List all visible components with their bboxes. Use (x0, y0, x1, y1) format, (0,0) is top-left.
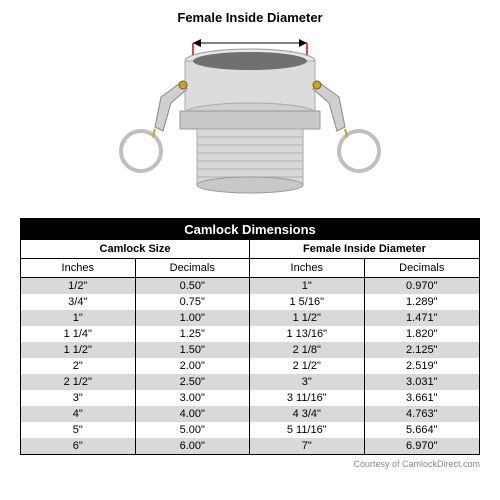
table-row: 1 1/4"1.25"1 13/16"1.820" (21, 326, 479, 342)
table-cell: 1 1/2" (250, 310, 365, 326)
table-cell: 2.519" (365, 358, 480, 374)
table-cell: 1.471" (365, 310, 480, 326)
table-cell: 1" (250, 278, 365, 294)
table-row: 3"3.00"3 11/16"3.661" (21, 390, 479, 406)
table-cell: 6" (21, 438, 136, 454)
courtesy-text: Courtesy of CamlockDirect.com (0, 455, 500, 469)
table-cell: 2" (21, 358, 136, 374)
subheader-decimals-1: Decimals (136, 259, 251, 277)
table-cell: 2.125" (365, 342, 480, 358)
table-cell: 5 11/16" (250, 422, 365, 438)
camlock-fitting-icon (75, 29, 425, 209)
table-cell: 3 11/16" (250, 390, 365, 406)
table-cell: 1 1/2" (21, 342, 136, 358)
table-group-header-row: Camlock Size Female Inside Diameter (21, 240, 479, 259)
table-cell: 3" (250, 374, 365, 390)
table-cell: 3" (21, 390, 136, 406)
table-cell: 1 5/16" (250, 294, 365, 310)
table-cell: 1.00" (136, 310, 251, 326)
table-cell: 2 1/8" (250, 342, 365, 358)
subheader-inches-1: Inches (21, 259, 136, 277)
table-row: 6"6.00"7"6.970" (21, 438, 479, 454)
table-cell: 4" (21, 406, 136, 422)
table-cell: 1 13/16" (250, 326, 365, 342)
table-cell: 4.763" (365, 406, 480, 422)
table-cell: 2.00" (136, 358, 251, 374)
table-cell: 1" (21, 310, 136, 326)
table-cell: 6.970" (365, 438, 480, 454)
group-header-diameter: Female Inside Diameter (250, 240, 479, 258)
diagram-area: Female Inside Diameter (0, 0, 500, 218)
group-header-size: Camlock Size (21, 240, 250, 258)
table-cell: 2 1/2" (21, 374, 136, 390)
table-cell: 1.289" (365, 294, 480, 310)
table-row: 5"5.00"5 11/16"5.664" (21, 422, 479, 438)
dimensions-table: Camlock Dimensions Camlock Size Female I… (20, 218, 480, 455)
table-cell: 5.664" (365, 422, 480, 438)
table-cell: 3.031" (365, 374, 480, 390)
table-cell: 6.00" (136, 438, 251, 454)
table-row: 2 1/2"2.50"3"3.031" (21, 374, 479, 390)
table-row: 3/4"0.75"1 5/16"1.289" (21, 294, 479, 310)
table-cell: 0.75" (136, 294, 251, 310)
table-row: 1 1/2"1.50"2 1/8"2.125" (21, 342, 479, 358)
table-cell: 0.50" (136, 278, 251, 294)
table-cell: 2.50" (136, 374, 251, 390)
table-cell: 1.50" (136, 342, 251, 358)
table-cell: 1.820" (365, 326, 480, 342)
table-row: 2"2.00"2 1/2"2.519" (21, 358, 479, 374)
table-cell: 5.00" (136, 422, 251, 438)
table-row: 1"1.00"1 1/2"1.471" (21, 310, 479, 326)
table-cell: 4.00" (136, 406, 251, 422)
diagram-title: Female Inside Diameter (177, 10, 322, 25)
table-cell: 2 1/2" (250, 358, 365, 374)
subheader-inches-2: Inches (250, 259, 365, 277)
table-cell: 3.00" (136, 390, 251, 406)
table-cell: 3/4" (21, 294, 136, 310)
table-cell: 1/2" (21, 278, 136, 294)
table-row: 1/2"0.50"1"0.970" (21, 278, 479, 294)
table-cell: 0.970" (365, 278, 480, 294)
subheader-decimals-2: Decimals (365, 259, 480, 277)
table-cell: 5" (21, 422, 136, 438)
table-subheader-row: Inches Decimals Inches Decimals (21, 259, 479, 278)
table-cell: 3.661" (365, 390, 480, 406)
table-cell: 4 3/4" (250, 406, 365, 422)
table-row: 4"4.00"4 3/4"4.763" (21, 406, 479, 422)
table-title: Camlock Dimensions (21, 219, 479, 240)
table-cell: 1 1/4" (21, 326, 136, 342)
table-cell: 1.25" (136, 326, 251, 342)
table-cell: 7" (250, 438, 365, 454)
table-body: 1/2"0.50"1"0.970"3/4"0.75"1 5/16"1.289"1… (21, 278, 479, 454)
